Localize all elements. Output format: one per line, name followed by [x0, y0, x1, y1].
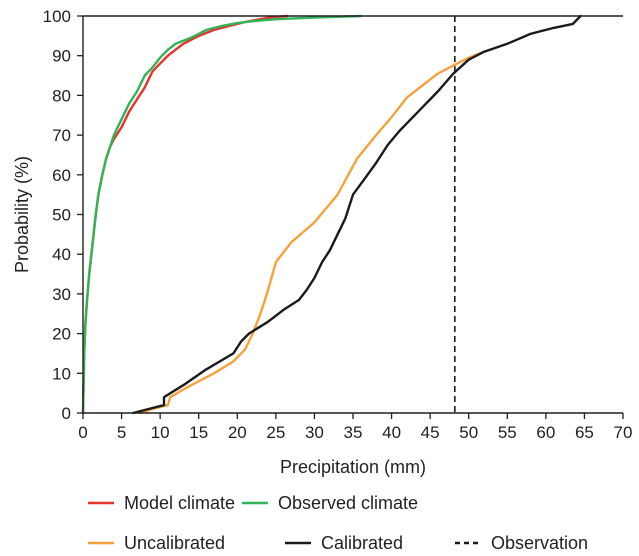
x-tick-label: 70	[614, 423, 633, 442]
y-tick-label: 40	[52, 245, 71, 264]
axis-titles: Precipitation (mm) Probability (%)	[12, 156, 426, 477]
x-tick-label: 35	[344, 423, 363, 442]
y-tick-label: 80	[52, 86, 71, 105]
x-tick-label: 55	[498, 423, 517, 442]
legend-item-observed-climate: Observed climate	[242, 493, 418, 513]
plot-lines	[81, 14, 582, 415]
x-axis-title: Precipitation (mm)	[280, 457, 426, 477]
y-tick-label: 30	[52, 285, 71, 304]
axes: 0 5 10 15 20 25 30 35 40 45 50 55 60 65 70 0 10 20 30 40 50 6…	[43, 7, 633, 442]
legend-item-model-climate: Model climate	[88, 493, 235, 513]
x-tick-label: 30	[305, 423, 324, 442]
x-tick-label: 15	[189, 423, 208, 442]
y-tick-label: 50	[52, 206, 71, 225]
series-observed-climate	[81, 14, 362, 415]
legend-label: Uncalibrated	[124, 533, 225, 553]
x-tick-label: 45	[421, 423, 440, 442]
legend: Model climate Observed climate Uncalibrate…	[88, 493, 588, 553]
x-tick-label: 10	[151, 423, 170, 442]
legend-label: Observed climate	[278, 493, 418, 513]
x-tick-label: 65	[575, 423, 594, 442]
x-tick-label: 5	[117, 423, 126, 442]
y-tick-label: 20	[52, 325, 71, 344]
x-tick-label: 0	[78, 423, 87, 442]
y-tick-label: 10	[52, 364, 71, 383]
y-tick-label: 100	[43, 7, 71, 26]
x-tick-label: 20	[228, 423, 247, 442]
x-tick-label: 50	[459, 423, 478, 442]
x-tick-label: 60	[536, 423, 555, 442]
series-model-climate	[81, 14, 289, 415]
legend-item-observation: Observation	[455, 533, 588, 553]
legend-item-calibrated: Calibrated	[285, 533, 403, 553]
y-tick-label: 70	[52, 126, 71, 145]
series-uncalibrated	[139, 50, 486, 415]
legend-label: Observation	[491, 533, 588, 553]
x-tick-label: 25	[266, 423, 285, 442]
legend-item-uncalibrated: Uncalibrated	[88, 533, 225, 553]
legend-label: Model climate	[124, 493, 235, 513]
legend-label: Calibrated	[321, 533, 403, 553]
y-tick-label: 60	[52, 166, 71, 185]
series-calibrated	[131, 14, 582, 415]
y-tick-label: 0	[62, 404, 71, 423]
y-tick-label: 90	[52, 47, 71, 66]
x-tick-label: 40	[382, 423, 401, 442]
y-axis-title: Probability (%)	[12, 156, 32, 273]
